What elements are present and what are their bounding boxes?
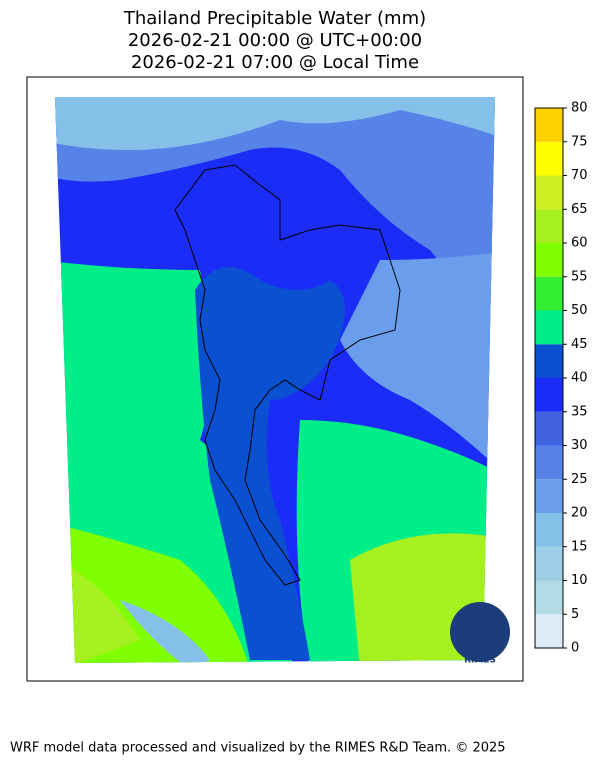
tick-label: 65 xyxy=(571,202,588,217)
tick-label: 75 xyxy=(571,134,588,149)
tick-label: 35 xyxy=(571,404,588,419)
colorbar-segment xyxy=(535,141,563,176)
tick-label: 10 xyxy=(571,573,588,588)
logo-circle xyxy=(450,602,510,662)
tick-label: 5 xyxy=(571,607,579,622)
colorbar-segment xyxy=(535,411,563,446)
title-line: Thailand Precipitable Water (mm) xyxy=(123,8,426,29)
colorbar-segment xyxy=(535,310,563,345)
title-line: 2026-02-21 00:00 @ UTC+00:00 xyxy=(128,30,422,51)
tick-label: 0 xyxy=(571,641,579,656)
colorbar-segment xyxy=(535,108,563,142)
colorbar: 0 5 10 15 20 25 30 35 40 45 50 55 60 65 70 75 80 xyxy=(534,101,588,656)
tick-label: 30 xyxy=(571,438,588,453)
colorbar-segment xyxy=(535,546,563,581)
colorbar-segment xyxy=(535,243,563,277)
logo: RIMES xyxy=(450,602,510,666)
tick-label: 50 xyxy=(571,303,588,318)
colorbar-segment xyxy=(535,580,563,615)
colorbar-segment xyxy=(535,276,563,311)
tick-label: 70 xyxy=(571,168,588,183)
tick-label: 45 xyxy=(571,337,588,352)
tick-label: 15 xyxy=(571,539,588,554)
tick-label: 60 xyxy=(571,236,588,251)
map-field xyxy=(55,97,495,663)
colorbar-segment xyxy=(535,445,563,480)
colorbar-segment xyxy=(535,344,563,378)
tick-label: 80 xyxy=(571,101,588,116)
colorbar-segment xyxy=(535,175,563,210)
tick-label: 20 xyxy=(571,506,588,521)
footer: WRF model data processed and visualized … xyxy=(10,741,506,756)
colorbar-segment xyxy=(535,513,563,547)
colorbar-segment xyxy=(535,614,563,648)
country-outline xyxy=(174,164,401,586)
title-line: 2026-02-21 07:00 @ Local Time xyxy=(131,52,419,73)
tick-label: 25 xyxy=(571,472,588,487)
colorbar-segment xyxy=(535,479,563,513)
tick-label: 40 xyxy=(571,371,588,386)
colorbar-segment xyxy=(535,378,563,412)
tick-label: 55 xyxy=(571,269,588,284)
colorbar-segment xyxy=(535,209,563,243)
logo-text: RIMES xyxy=(464,656,496,666)
